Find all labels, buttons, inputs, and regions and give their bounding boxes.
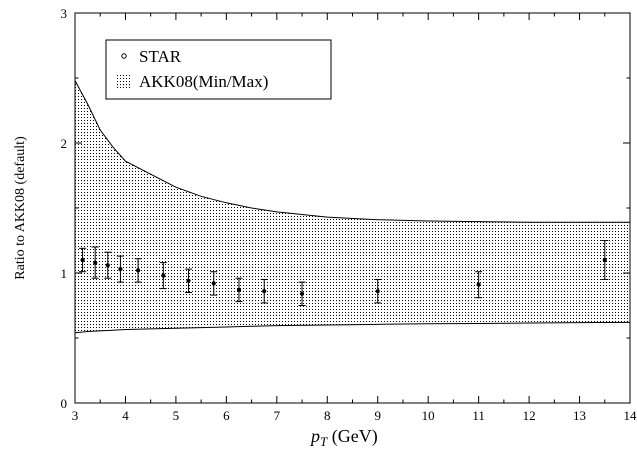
data-point: [235, 277, 243, 303]
point-marker: [211, 281, 216, 286]
x-tick-label: 4: [122, 408, 129, 423]
data-point: [104, 251, 112, 279]
data-point: [601, 240, 609, 280]
x-tick-label: 7: [274, 408, 281, 423]
point-marker: [476, 282, 481, 287]
x-axis-label-sub: T: [320, 434, 328, 449]
x-axis-label: pT (GeV): [309, 426, 378, 449]
point-marker: [105, 263, 110, 268]
point-marker: [262, 289, 267, 294]
y-tick-label: 0: [61, 396, 68, 411]
data-point: [159, 262, 167, 290]
legend-star-label: STAR: [139, 47, 182, 66]
x-tick-label: 10: [422, 408, 435, 423]
x-tick-label: 5: [173, 408, 180, 423]
akk08-band-lower: [74, 321, 631, 334]
x-tick-label: 11: [472, 408, 485, 423]
y-tick-label: 2: [61, 136, 68, 151]
y-tick-label: 1: [61, 266, 68, 281]
legend: STAR AKK08(Min/Max): [105, 39, 332, 100]
data-point: [134, 258, 142, 283]
data-point: [185, 268, 193, 293]
data-point: [260, 279, 268, 304]
point-marker: [93, 260, 98, 265]
point-marker: [602, 257, 607, 263]
x-tick-label: 14: [624, 408, 637, 423]
x-tick-label: 6: [223, 408, 230, 423]
point-marker: [186, 278, 191, 283]
akk08-band-fill: [75, 80, 630, 333]
point-marker: [299, 291, 305, 296]
data-point: [210, 271, 218, 296]
x-tick-label: 3: [72, 408, 79, 423]
akk08-band-upper: [74, 80, 630, 223]
point-marker: [135, 268, 141, 273]
data-point: [91, 246, 99, 279]
legend-band-swatch: [116, 73, 132, 88]
x-tick-label: 12: [523, 408, 536, 423]
y-tick-label: 3: [61, 6, 68, 21]
x-tick-label: 8: [324, 408, 331, 423]
point-marker: [375, 289, 380, 294]
point-marker: [161, 273, 166, 278]
point-marker: [118, 267, 123, 272]
y-axis-label: Ratio to AKK08 (default): [13, 136, 28, 280]
legend-band-label: AKK08(Min/Max): [139, 72, 268, 91]
data-point: [116, 255, 124, 283]
x-axis-label-p: p: [309, 426, 320, 446]
x-axis-label-unit: (GeV): [327, 426, 377, 447]
point-marker: [80, 257, 85, 263]
x-tick-label: 9: [374, 408, 381, 423]
data-points-layer: [79, 240, 609, 306]
x-tick-label: 13: [573, 408, 586, 423]
data-point: [79, 247, 87, 273]
data-point: [475, 271, 483, 299]
band-layer: [74, 80, 631, 334]
data-point: [298, 281, 306, 306]
legend-box: [105, 39, 332, 100]
legend-star-marker: [121, 53, 127, 59]
data-point: [374, 279, 382, 304]
point-marker: [236, 287, 242, 293]
